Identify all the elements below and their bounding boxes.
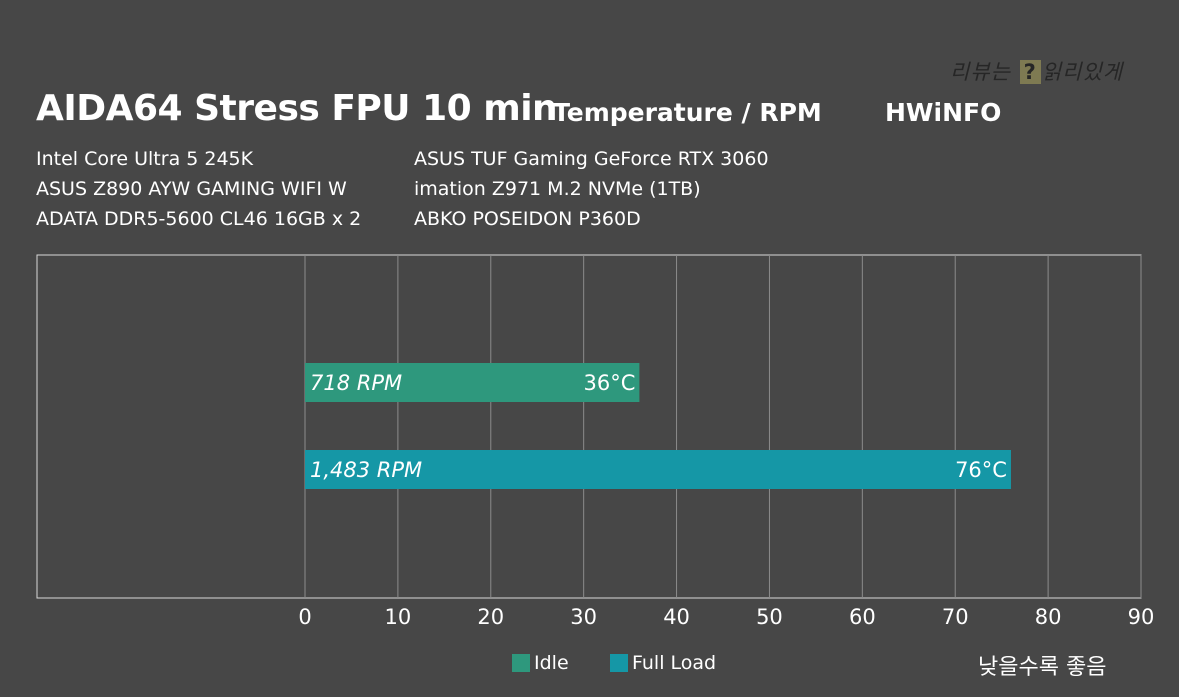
spec-storage: imation Z971 M.2 NVMe (1TB) xyxy=(414,178,701,200)
question-mark-logo: ? xyxy=(1019,60,1041,84)
spec-gpu: ASUS TUF Gaming GeForce RTX 3060 xyxy=(414,148,769,170)
chart-subtitle: Temperature / RPM xyxy=(553,98,822,127)
legend-swatch-idle xyxy=(512,654,530,672)
watermark: 리뷰는 ? 읽리있게 xyxy=(950,60,1124,84)
x-tick-label: 50 xyxy=(756,605,783,629)
spec-cpu: Intel Core Ultra 5 245K xyxy=(36,148,254,170)
x-tick-label: 80 xyxy=(1035,605,1062,629)
x-tick-label: 70 xyxy=(942,605,969,629)
value-label: 36°C xyxy=(584,371,636,395)
x-tick-label: 0 xyxy=(298,605,311,629)
legend-label-full-load: Full Load xyxy=(632,652,717,674)
x-tick-label: 40 xyxy=(663,605,690,629)
chart-title: AIDA64 Stress FPU 10 min xyxy=(36,88,558,129)
spec-motherboard: ASUS Z890 AYW GAMING WIFI W xyxy=(36,178,347,200)
legend-swatch-full-load xyxy=(610,654,628,672)
plot-frame xyxy=(36,254,1142,599)
x-tick-label: 10 xyxy=(385,605,412,629)
x-tick-label: 60 xyxy=(849,605,876,629)
data-source: HWiNFO xyxy=(885,98,1002,127)
x-tick-label: 30 xyxy=(570,605,597,629)
x-tick-label: 20 xyxy=(477,605,504,629)
legend-item-idle: Idle xyxy=(512,652,569,674)
rpm-label: 1,483 RPM xyxy=(310,458,422,482)
lower-is-better-note: 낮을수록 좋음 xyxy=(978,655,1107,680)
rpm-label: 718 RPM xyxy=(310,371,402,395)
value-label: 76°C xyxy=(955,458,1007,482)
legend-item-full-load: Full Load xyxy=(610,652,716,674)
legend-label-idle: Idle xyxy=(534,652,569,674)
bar-full-load xyxy=(305,450,1011,489)
spec-cooler: ABKO POSEIDON P360D xyxy=(414,208,641,230)
spec-memory: ADATA DDR5-5600 CL46 16GB x 2 xyxy=(36,208,362,230)
x-tick-label: 90 xyxy=(1128,605,1155,629)
bar-idle xyxy=(305,363,640,402)
